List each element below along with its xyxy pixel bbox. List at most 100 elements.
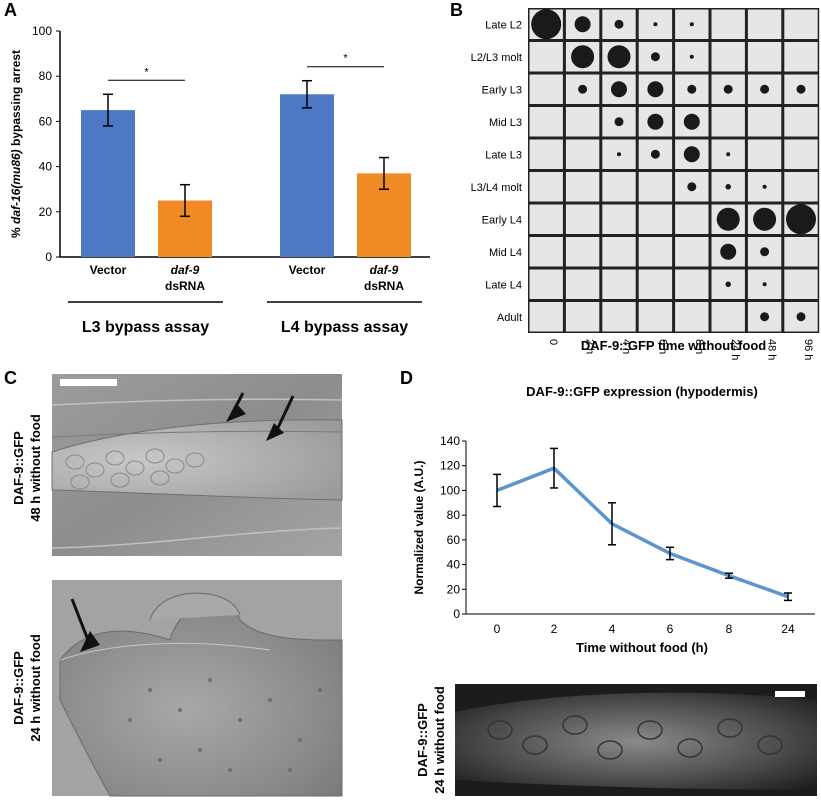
- grid-cell: [675, 302, 709, 332]
- y-tick-label: 0: [45, 250, 52, 264]
- y-axis-label: Normalized value (A.U.): [412, 460, 426, 594]
- row-label: Early L4: [482, 214, 522, 226]
- y-tick-label: 100: [440, 483, 460, 497]
- c-top-label-line1: DAF-9::GFP: [11, 431, 26, 505]
- y-axis-label: % daf-16(mu86) bypassing arrest: [9, 50, 23, 238]
- grid-cell: [565, 269, 600, 299]
- grid-cell: [602, 302, 636, 332]
- row-label: Late L4: [485, 279, 522, 291]
- row-label: Adult: [497, 312, 522, 324]
- bubble: [753, 207, 777, 231]
- micrograph-c-bottom: [52, 580, 343, 797]
- c-bottom-label-line2: 24 h without food: [28, 634, 43, 742]
- y-tick-label: 20: [447, 582, 461, 596]
- grid-cell: [565, 237, 600, 267]
- grid-cell: [602, 237, 636, 267]
- x-category-label: daf-9: [370, 263, 399, 277]
- x-axis-label: Time without food (h): [576, 640, 708, 655]
- column-label: 4 h: [620, 339, 632, 354]
- grid-cell: [565, 139, 600, 169]
- panel-letter-b: B: [450, 0, 463, 20]
- d-bottom-label-line1: DAF-9::GFP: [415, 703, 430, 777]
- bubble: [796, 84, 806, 94]
- grid-cell: [529, 204, 563, 234]
- x-tick-label: 2: [551, 622, 558, 636]
- bubble: [683, 113, 700, 130]
- bubble: [574, 16, 591, 33]
- bubble: [647, 113, 664, 130]
- chart-title: DAF-9::GFP expression (hypodermis): [526, 384, 758, 399]
- bubble: [614, 117, 624, 127]
- significance-star: *: [144, 66, 149, 78]
- y-tick-label: 120: [440, 459, 460, 473]
- c-bottom-label-line1: DAF-9::GFP: [11, 651, 26, 725]
- grid-cell: [675, 204, 709, 234]
- grid-cell: [565, 204, 600, 234]
- x-category-label: Vector: [289, 263, 326, 277]
- column-label: 2 h: [584, 339, 596, 354]
- grid-cell: [784, 269, 818, 299]
- x-tick-label: 8: [726, 622, 733, 636]
- x-tick-label: 24: [781, 622, 795, 636]
- column-label: 0: [547, 339, 559, 345]
- column-label: 6 h: [656, 339, 668, 354]
- y-tick-label: 20: [39, 205, 53, 219]
- x-tick-label: 0: [494, 622, 501, 636]
- x-category-label: dsRNA: [364, 279, 404, 293]
- row-label: Mid L4: [489, 247, 522, 259]
- micrograph-d-bottom: [455, 684, 817, 796]
- bubble: [653, 22, 658, 27]
- grid-cell: [529, 269, 563, 299]
- grid-cell: [784, 42, 818, 72]
- column-label: 8 h: [693, 339, 705, 354]
- column-label: 24 h: [729, 339, 741, 360]
- bubble: [786, 204, 816, 235]
- panel-letter-a: A: [4, 0, 17, 20]
- grid-cell: [529, 302, 563, 332]
- scale-bar: [60, 379, 117, 386]
- x-category-label: Vector: [90, 263, 127, 277]
- grid-cell: [711, 9, 745, 39]
- bubble: [689, 22, 694, 27]
- bubble: [650, 149, 660, 159]
- bubble: [762, 282, 767, 287]
- bubble: [687, 84, 697, 94]
- grid-cell: [711, 302, 745, 332]
- grid-cell: [565, 302, 600, 332]
- panel-letter-d: D: [400, 368, 413, 388]
- bubble: [531, 9, 562, 40]
- x-tick-label: 4: [609, 622, 616, 636]
- y-tick-label: 100: [32, 24, 52, 38]
- x-tick-label: 6: [667, 622, 674, 636]
- grid-cell: [747, 9, 782, 39]
- bubble: [720, 243, 737, 260]
- grid-cell: [602, 172, 636, 202]
- grid-cell: [784, 237, 818, 267]
- series-line: [496, 466, 789, 599]
- row-label: L3/L4 molt: [471, 182, 522, 194]
- grid-cell: [675, 269, 709, 299]
- row-label: Late L3: [485, 149, 522, 161]
- bubble: [725, 184, 731, 190]
- grid-cell: [784, 139, 818, 169]
- micrograph-c-top: [51, 374, 343, 556]
- grid-cell: [638, 237, 673, 267]
- grid-cell: [638, 204, 673, 234]
- bubble: [723, 84, 733, 94]
- bubble: [689, 54, 694, 59]
- bubble: [762, 184, 767, 189]
- assay-label: L4 bypass assay: [281, 319, 408, 336]
- c-top-label-line2: 48 h without food: [28, 414, 43, 522]
- grid-cell: [747, 139, 782, 169]
- x-axis-label: DAF-9::GFP time without food: [581, 338, 766, 353]
- bubble: [611, 81, 627, 98]
- grid-cell: [711, 107, 745, 137]
- y-tick-label: 80: [39, 69, 53, 83]
- significance-star: *: [343, 53, 348, 65]
- row-label: Early L3: [482, 84, 522, 96]
- bubble: [725, 281, 731, 287]
- grid-cell: [529, 74, 563, 104]
- grid-cell: [638, 172, 673, 202]
- y-tick-label: 40: [39, 160, 53, 174]
